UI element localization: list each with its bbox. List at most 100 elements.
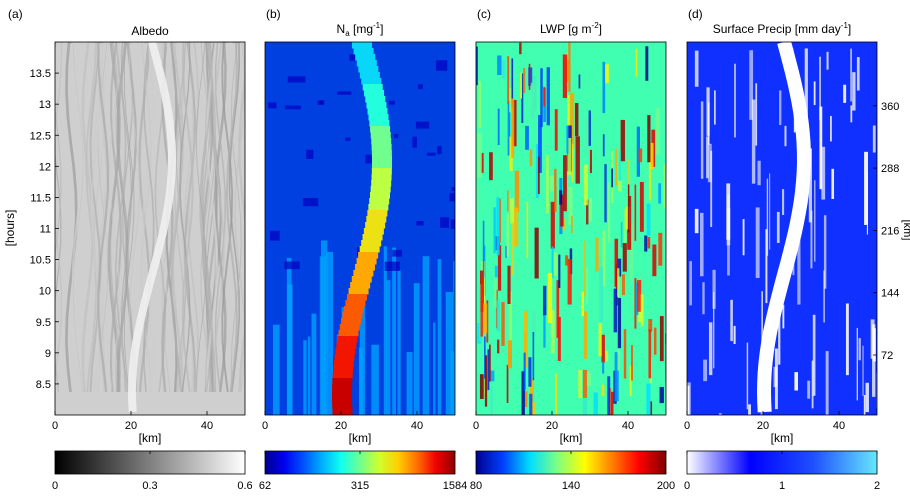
field-streak <box>872 324 876 397</box>
y-tick-label: 9 <box>45 348 51 360</box>
field-streak <box>755 207 760 279</box>
field-streak <box>583 311 588 359</box>
field-streak <box>812 314 816 396</box>
field-streak <box>392 247 397 415</box>
field-streak <box>604 64 609 83</box>
colorbar-tick-label: 0 <box>684 480 690 492</box>
field-streak <box>607 376 611 415</box>
colorbar-tick-label: 1 <box>779 480 785 492</box>
field-streak <box>694 50 699 87</box>
field-plume <box>335 348 356 355</box>
field-streak <box>821 146 826 200</box>
field-plume <box>332 402 353 409</box>
field-streak <box>388 100 395 105</box>
field-plume <box>356 60 377 67</box>
field-streak <box>700 212 704 277</box>
field-streak <box>782 304 785 329</box>
field-streak <box>72 42 84 393</box>
field-streak <box>501 60 506 80</box>
field-streak <box>554 109 558 151</box>
field-streak <box>602 61 606 114</box>
field-streak <box>636 279 642 312</box>
field-streak <box>213 42 225 393</box>
field-streak <box>195 42 207 393</box>
field-streak <box>629 365 632 396</box>
field-plume <box>371 144 392 151</box>
field-streak <box>107 42 120 393</box>
field-streak <box>733 325 736 345</box>
field-streak <box>553 252 558 276</box>
field-streak <box>138 42 151 393</box>
field-streak <box>797 231 801 305</box>
field-streak <box>514 170 520 213</box>
field-streak <box>529 393 533 415</box>
plot-frame <box>264 41 456 416</box>
field-streak <box>631 345 633 381</box>
field-streak <box>613 288 618 333</box>
x-tick-label: 0 <box>52 420 58 432</box>
field-streak <box>480 283 484 337</box>
field-plume <box>332 408 353 415</box>
field-streak <box>356 247 362 256</box>
field-streak <box>228 42 241 393</box>
field-streak <box>525 125 529 150</box>
field-streak <box>507 340 512 369</box>
y-tick-label: 11 <box>40 224 51 236</box>
field-streak <box>565 255 569 266</box>
field-streak <box>586 372 592 386</box>
field-streak <box>621 274 625 296</box>
field-streak <box>528 357 532 387</box>
right-tick-label: 288 <box>881 163 899 175</box>
field-streak <box>521 73 524 124</box>
field-streak <box>604 350 609 362</box>
field-streak <box>109 42 122 393</box>
field-plume <box>361 240 382 247</box>
field-plume <box>359 246 380 253</box>
field-streak <box>413 283 420 415</box>
field-streak <box>601 384 605 396</box>
field-streak <box>708 322 713 376</box>
field-plume <box>348 288 369 295</box>
field-streak <box>584 117 589 156</box>
field-streak <box>617 268 620 297</box>
field-streak <box>538 115 542 173</box>
field-streak <box>746 342 749 410</box>
field-streak <box>530 82 535 119</box>
colorbar-ticks: 0 0.3 0.6 <box>52 451 253 492</box>
field-plume <box>367 108 388 115</box>
field-plume <box>371 138 392 145</box>
field-streak <box>819 106 823 190</box>
field-streak <box>858 338 861 361</box>
field-streak <box>494 265 498 278</box>
field-streak <box>598 323 602 357</box>
field-streak <box>748 404 751 415</box>
field-streak <box>507 100 511 156</box>
field-plume <box>356 258 377 265</box>
right-tick-label: 216 <box>881 225 899 237</box>
field-streak <box>493 207 496 254</box>
field-plume <box>353 48 374 55</box>
field-streak <box>567 258 572 305</box>
field-streak <box>782 189 785 216</box>
field-streak <box>813 81 816 106</box>
field-streak <box>751 99 756 184</box>
field-streak <box>611 391 614 415</box>
field-streak <box>513 207 519 247</box>
field-streak <box>648 329 652 379</box>
panel-title: LWP [g m-2] <box>540 21 602 36</box>
field-streak <box>804 48 808 130</box>
field-streak <box>866 172 868 235</box>
field-streak <box>509 87 513 113</box>
field-plume <box>371 162 392 169</box>
colorbar-ticks: 0 1 2 <box>684 451 880 492</box>
field-streak <box>811 360 814 409</box>
field-streak <box>496 300 500 331</box>
field-streak <box>451 187 455 192</box>
field-streak <box>486 300 489 343</box>
field-streak <box>655 108 660 155</box>
right-tick-label: 72 <box>881 350 893 362</box>
field-streak <box>487 349 490 391</box>
field-background <box>687 42 877 415</box>
field-streak <box>663 164 666 209</box>
field-streak <box>648 319 653 332</box>
